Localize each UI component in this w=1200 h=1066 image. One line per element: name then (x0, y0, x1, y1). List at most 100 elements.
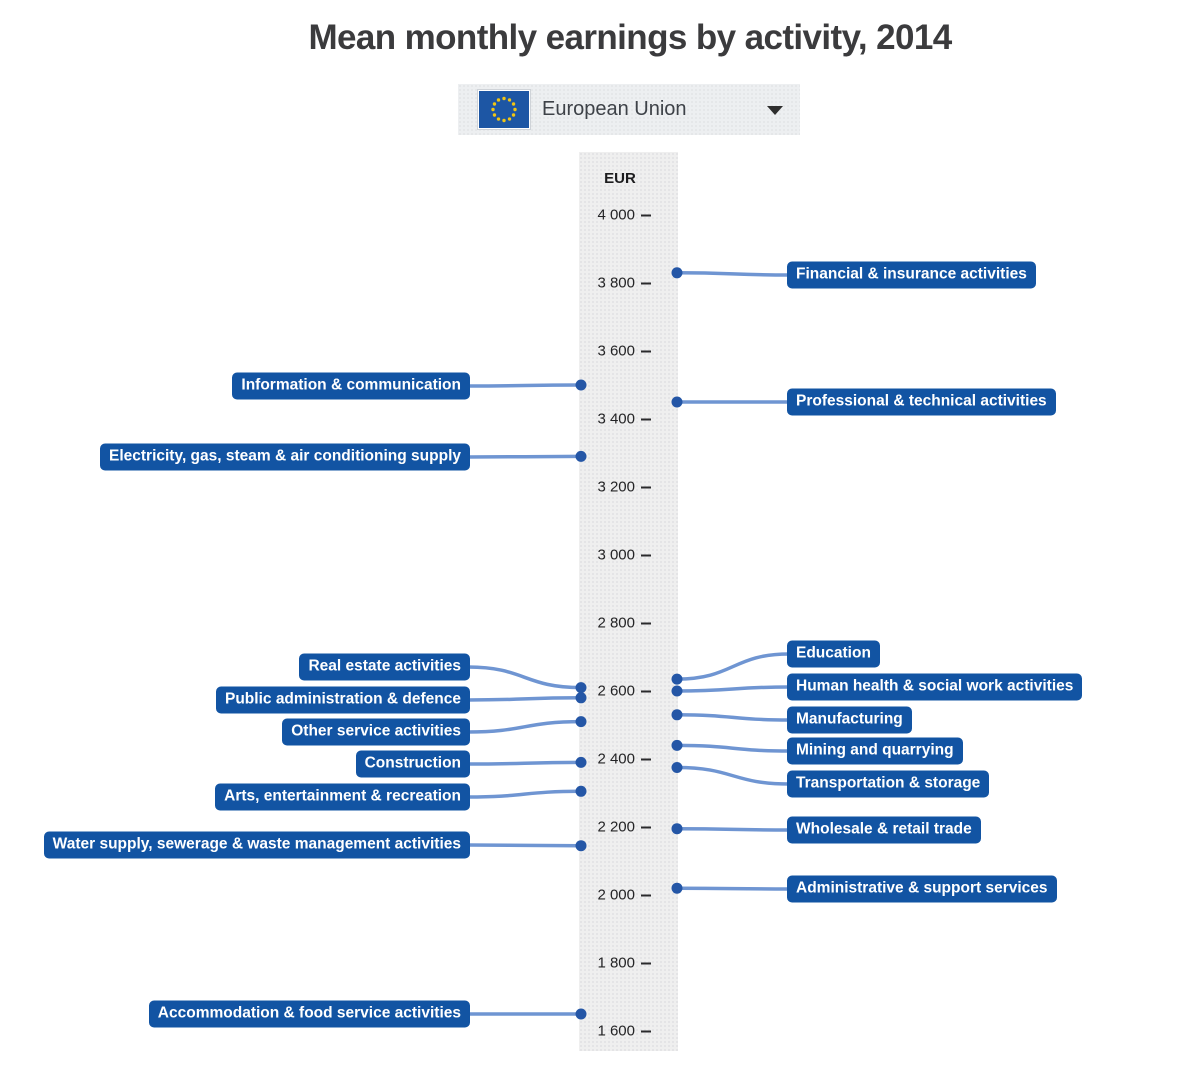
activity-label[interactable]: Financial & insurance activities (787, 261, 1036, 289)
axis-tick-label: 3 800 (597, 274, 635, 292)
axis-tick-label: 3 000 (597, 546, 635, 564)
axis-tick-label: 1 600 (597, 1022, 635, 1040)
connector-line (675, 743, 791, 753)
connector-line (466, 383, 583, 388)
data-point-dot[interactable] (575, 450, 587, 462)
data-point-dot[interactable] (575, 692, 587, 704)
page-title: Mean monthly earnings by activity, 2014 (308, 18, 952, 57)
activity-label[interactable]: Professional & technical activities (787, 388, 1056, 416)
axis-tick: 3 600 (597, 343, 651, 360)
axis-tick-label: 2 400 (597, 750, 635, 768)
axis-tick-mark (641, 894, 651, 896)
axis-tick-mark (641, 690, 651, 692)
connector-line (466, 719, 583, 734)
axis-tick: 1 800 (597, 955, 651, 972)
data-point-dot[interactable] (575, 756, 587, 768)
region-selector-dropdown[interactable]: European Union (458, 84, 800, 135)
connector-line (466, 454, 583, 459)
data-point-dot[interactable] (575, 379, 587, 391)
axis-tick-mark (641, 826, 651, 828)
data-point-dot[interactable] (671, 823, 683, 835)
axis-tick-label: 3 400 (597, 410, 635, 428)
axis-tick-label: 2 200 (597, 818, 635, 836)
activity-label[interactable]: Human health & social work activities (787, 673, 1083, 701)
axis-tick-label: 2 800 (597, 614, 635, 632)
data-point-dot[interactable] (671, 739, 683, 751)
activity-label[interactable]: Mining and quarrying (787, 737, 963, 765)
data-point-dot[interactable] (671, 267, 683, 279)
axis-tick: 3 000 (597, 547, 651, 564)
axis-tick-label: 3 200 (597, 478, 635, 496)
connector-line (675, 713, 791, 722)
connector-line (466, 789, 583, 799)
axis-tick-mark (641, 214, 651, 216)
connector-line (466, 665, 583, 690)
axis-tick: 2 800 (597, 615, 651, 632)
axis-tick: 1 600 (597, 1023, 651, 1040)
activity-label[interactable]: Education (787, 640, 880, 668)
activity-label[interactable]: Electricity, gas, steam & air conditioni… (100, 443, 470, 471)
eu-flag-icon (478, 90, 530, 129)
connector-line (675, 826, 791, 832)
connector-line (675, 886, 791, 891)
axis-tick: 2 200 (597, 819, 651, 836)
axis-tick-label: 2 000 (597, 886, 635, 904)
activity-label[interactable]: Real estate activities (299, 653, 470, 681)
data-point-dot[interactable] (671, 882, 683, 894)
axis-tick-mark (641, 758, 651, 760)
connector-line (675, 652, 791, 681)
axis-tick-label: 4 000 (597, 206, 635, 224)
data-point-dot[interactable] (671, 709, 683, 721)
data-point-dot[interactable] (575, 716, 587, 728)
activity-label[interactable]: Arts, entertainment & recreation (215, 783, 470, 811)
axis-tick: 3 200 (597, 479, 651, 496)
axis-tick-mark (641, 282, 651, 284)
axis-tick-label: 1 800 (597, 954, 635, 972)
activity-label[interactable]: Public administration & defence (216, 686, 470, 714)
activity-label[interactable]: Water supply, sewerage & waste managemen… (43, 831, 470, 859)
axis-tick-mark (641, 486, 651, 488)
activity-label[interactable]: Manufacturing (787, 706, 912, 734)
data-point-dot[interactable] (575, 840, 587, 852)
axis-tick: 3 400 (597, 411, 651, 428)
activity-label[interactable]: Accommodation & food service activities (148, 1000, 470, 1028)
axis-tick-mark (641, 554, 651, 556)
data-point-dot[interactable] (575, 1008, 587, 1020)
data-point-dot[interactable] (575, 785, 587, 797)
data-point-dot[interactable] (671, 685, 683, 697)
axis-tick: 2 000 (597, 887, 651, 904)
activity-label[interactable]: Transportation & storage (787, 770, 990, 798)
axis-tick-label: 3 600 (597, 342, 635, 360)
axis-tick: 2 600 (597, 683, 651, 700)
activity-label[interactable]: Information & communication (232, 372, 470, 400)
axis-tick-mark (641, 418, 651, 420)
connector-line (466, 760, 583, 766)
axis-tick-mark (641, 350, 651, 352)
axis-tick-mark (641, 962, 651, 964)
connector-line (466, 696, 583, 702)
data-point-dot[interactable] (671, 673, 683, 685)
connector-line (675, 765, 791, 786)
region-selector-value: European Union (542, 98, 687, 120)
activity-label[interactable]: Wholesale & retail trade (787, 816, 981, 844)
data-point-dot[interactable] (575, 682, 587, 694)
activity-label[interactable]: Administrative & support services (787, 875, 1057, 903)
activity-label[interactable]: Other service activities (282, 718, 470, 746)
connector-line (675, 271, 791, 277)
axis-unit-label: EUR (604, 170, 636, 187)
data-point-dot[interactable] (671, 762, 683, 773)
axis-tick: 2 400 (597, 751, 651, 768)
axis-tick-mark (641, 622, 651, 624)
axis-tick-mark (641, 1030, 651, 1032)
axis-tick: 3 800 (597, 275, 651, 292)
data-point-dot[interactable] (671, 396, 683, 408)
connector-line (675, 685, 791, 693)
activity-label[interactable]: Construction (355, 750, 470, 778)
axis-tick-label: 2 600 (597, 682, 635, 700)
connector-line (466, 843, 583, 848)
axis-tick: 4 000 (597, 207, 651, 224)
axis-band (579, 152, 678, 1051)
caret-down-icon (767, 105, 783, 115)
